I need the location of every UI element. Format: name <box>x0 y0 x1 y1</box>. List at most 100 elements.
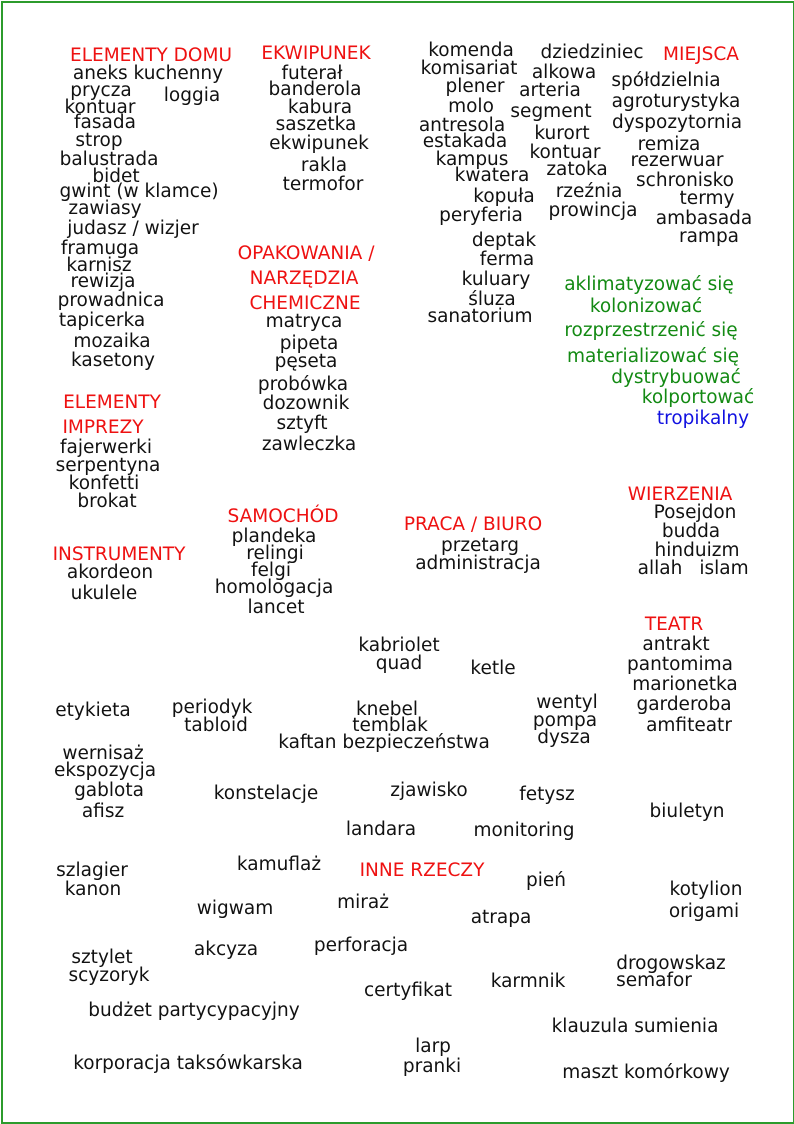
word: semafor <box>616 970 692 991</box>
word: quad <box>375 653 423 674</box>
word: ferma <box>479 249 535 270</box>
word: dziedziniec <box>540 42 644 63</box>
word: maszt komórkowy <box>562 1062 730 1083</box>
word: monitoring <box>473 820 575 841</box>
verb: kolportować <box>641 387 755 408</box>
word: przetarg <box>440 535 520 556</box>
word: gablota <box>74 780 144 801</box>
word: matryca <box>265 311 343 332</box>
word: lancet <box>247 597 305 618</box>
word: molo <box>448 96 494 117</box>
word: wigwam <box>196 898 274 919</box>
word: klauzula sumienia <box>551 1016 719 1037</box>
heading-imprezy: IMPREZY <box>62 417 144 438</box>
word: islam <box>699 558 749 579</box>
word: spółdzielnia <box>611 70 721 91</box>
word: pantomima <box>627 654 733 675</box>
word: wernisaż <box>62 743 144 764</box>
word: termofor <box>282 174 364 195</box>
word: tapicerka <box>58 310 146 331</box>
word: akcyza <box>193 939 259 960</box>
verb: materializować się <box>566 346 740 367</box>
word: amfiteatr <box>646 715 732 736</box>
word: rzeźnia <box>555 181 623 202</box>
word: kontuar <box>64 97 136 118</box>
word: Posejdon <box>653 502 737 523</box>
word: kamuflaż <box>236 854 322 875</box>
heading-opakowania: OPAKOWANIA / <box>237 243 375 264</box>
word: remiza <box>637 134 701 155</box>
word: ketle <box>470 658 516 679</box>
word: scyzoryk <box>68 965 150 986</box>
word: marionetka <box>632 674 738 695</box>
heading-wierzenia: WIERZENIA <box>627 484 733 505</box>
word: felgi <box>251 560 291 581</box>
word: tabloid <box>184 715 248 736</box>
word: estakada <box>422 131 508 152</box>
word: brokat <box>77 491 137 512</box>
word: konstelacje <box>213 783 319 804</box>
word: schronisko <box>636 170 734 191</box>
word: loggia <box>163 85 221 106</box>
word: plener <box>445 76 505 97</box>
word: strop <box>75 130 123 151</box>
word: komenda <box>428 40 514 61</box>
word: origami <box>668 901 740 922</box>
word: gwint (w klamce) <box>59 181 219 202</box>
word: komisariat <box>420 58 518 79</box>
word: wentyl <box>536 692 598 713</box>
word: karnisz <box>66 255 132 276</box>
word: ukulele <box>70 583 138 604</box>
word: fetysz <box>519 784 575 805</box>
word: alkowa <box>531 62 597 83</box>
word: sztyft <box>276 413 328 434</box>
word: budżet partycypacyjny <box>88 1000 300 1021</box>
word: budda <box>661 521 721 542</box>
word: miraż <box>337 892 389 913</box>
heading-chemiczne: CHEMICZNE <box>249 293 361 314</box>
verb: rozprzestrzenić się <box>564 320 738 341</box>
word: afisz <box>81 801 125 822</box>
word: drogowskaz <box>616 953 726 974</box>
word: rampa <box>678 226 740 247</box>
word: dyspozytornia <box>611 112 743 133</box>
verb: aklimatyzować się <box>564 274 734 295</box>
word: ekwipunek <box>269 133 369 154</box>
word: certyfikat <box>364 980 452 1001</box>
word: ekspozycja <box>53 760 157 781</box>
word: termy <box>679 188 735 209</box>
word: homologacja <box>214 577 334 598</box>
word: fajerwerki <box>60 437 152 458</box>
word: kasetony <box>71 350 155 371</box>
word: zjawisko <box>390 780 468 801</box>
verb: dystrybuować <box>611 367 741 388</box>
word: prycza <box>70 80 132 101</box>
word: szlagier <box>56 860 128 881</box>
word: śluza <box>468 289 516 310</box>
heading-samochod: SAMOCHÓD <box>227 506 339 527</box>
word: antrakt <box>642 634 710 655</box>
word: kontuar <box>529 142 601 163</box>
word: kotylion <box>669 879 743 900</box>
word: balustrada <box>59 149 159 170</box>
word: rewizja <box>70 271 136 292</box>
heading-praca-biuro: PRACA / BIURO <box>403 514 543 535</box>
word: hinduizm <box>654 540 740 561</box>
word: antresola <box>418 115 506 136</box>
word: rakla <box>300 155 348 176</box>
word: bidet <box>92 166 140 187</box>
word: etykieta <box>55 700 131 721</box>
word: akordeon <box>66 562 154 583</box>
word: pipeta <box>279 333 339 354</box>
word: agroturystyka <box>611 91 741 112</box>
word: allah <box>637 558 683 579</box>
word: periodyk <box>171 697 253 718</box>
word: kabura <box>287 97 353 118</box>
word: pęseta <box>274 351 338 372</box>
word: prowincja <box>548 200 638 221</box>
word: relingi <box>246 543 304 564</box>
adjective: tropikalny <box>656 408 750 429</box>
heading-ekwipunek: EKWIPUNEK <box>261 43 371 64</box>
word: konfetti <box>68 473 140 494</box>
